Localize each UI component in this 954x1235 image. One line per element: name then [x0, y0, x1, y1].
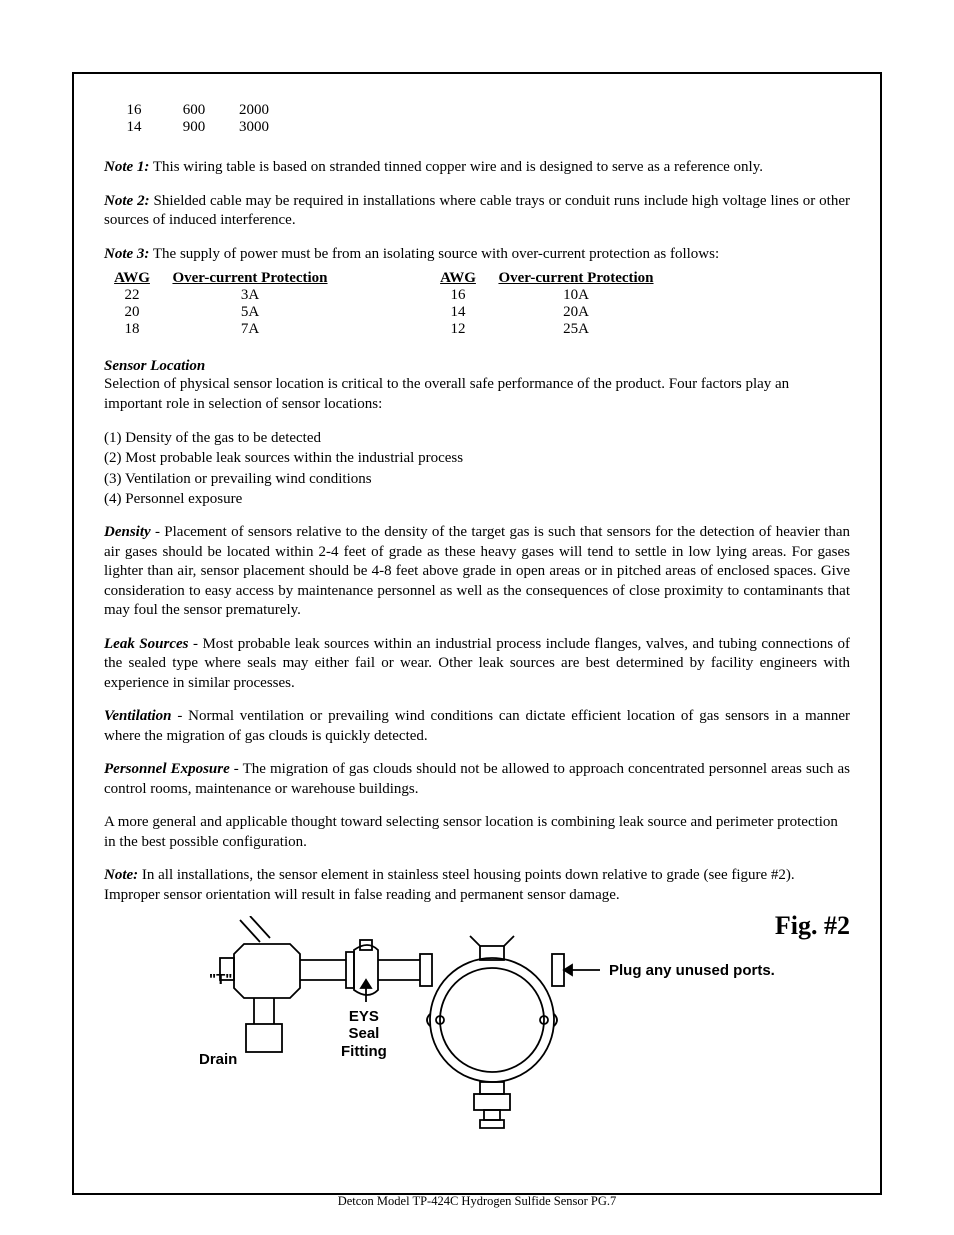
table-row: 1610A	[430, 287, 666, 304]
sensor-location-heading: Sensor Location	[104, 358, 850, 375]
prot-cell: 3A	[160, 287, 340, 304]
note-1-text: This wiring table is based on stranded t…	[149, 159, 763, 175]
page-footer: Detcon Model TP-424C Hydrogen Sulfide Se…	[0, 1194, 954, 1209]
table-row: 205A	[104, 304, 340, 321]
note-2-label: Note 2:	[104, 193, 150, 209]
ocp-head-prot: Over-current Protection	[160, 270, 340, 287]
cell-v2: 2000	[224, 102, 284, 119]
leak-text: - Most probable leak sources within an i…	[104, 636, 850, 691]
awg-cell: 14	[430, 304, 486, 321]
density-para: Density - Placement of sensors relative …	[104, 523, 850, 621]
ocp-header: AWG Over-current Protection	[430, 270, 666, 287]
general-para: A more general and applicable thought to…	[104, 813, 850, 852]
factor-list: (1) Density of the gas to be detected (2…	[104, 428, 850, 509]
cell-awg: 16	[104, 102, 164, 119]
ocp-head-awg: AWG	[104, 270, 160, 287]
final-note-label: Note:	[104, 867, 138, 883]
table-row: 223A	[104, 287, 340, 304]
awg-cell: 12	[430, 321, 486, 338]
sensor-location-intro: Selection of physical sensor location is…	[104, 375, 850, 414]
density-label: Density	[104, 524, 151, 540]
list-item: (4) Personnel exposure	[104, 489, 850, 509]
note-2-text: Shielded cable may be required in instal…	[104, 193, 850, 229]
pers-label: Personnel Exposure	[104, 761, 230, 777]
final-note: Note: In all installations, the sensor e…	[104, 866, 850, 905]
cell-awg: 14	[104, 119, 164, 136]
prot-cell: 10A	[486, 287, 666, 304]
table-row: 14 900 3000	[104, 119, 850, 136]
density-text: - Placement of sensors relative to the d…	[104, 524, 850, 618]
cell-v1: 600	[164, 102, 224, 119]
leak-label: Leak Sources	[104, 636, 188, 652]
table-row: 1225A	[430, 321, 666, 338]
note-3-label: Note 3:	[104, 246, 149, 262]
ocp-left: AWG Over-current Protection 223A 205A 18…	[104, 270, 340, 338]
wire-mini-table: 16 600 2000 14 900 3000	[104, 102, 850, 136]
prot-cell: 25A	[486, 321, 666, 338]
figure-title: Fig. #2	[775, 911, 850, 941]
vent-text: - Normal ventilation or prevailing wind …	[104, 708, 850, 744]
awg-cell: 16	[430, 287, 486, 304]
table-row: 1420A	[430, 304, 666, 321]
ocp-tables: AWG Over-current Protection 223A 205A 18…	[104, 270, 850, 338]
figure-2: Fig. #2	[104, 911, 850, 1151]
t-label: "T"	[209, 971, 232, 988]
list-item: (2) Most probable leak sources within th…	[104, 448, 850, 468]
awg-cell: 22	[104, 287, 160, 304]
note-1-label: Note 1:	[104, 159, 149, 175]
plug-label: Plug any unused ports.	[609, 962, 775, 979]
note-3: Note 3: The supply of power must be from…	[104, 245, 850, 265]
drain-label: Drain	[199, 1051, 237, 1068]
eys-l2: Seal	[341, 1025, 387, 1042]
note-3-text: The supply of power must be from an isol…	[149, 246, 719, 262]
eys-l1: EYS	[341, 1008, 387, 1025]
note-2: Note 2: Shielded cable may be required i…	[104, 192, 850, 231]
awg-cell: 18	[104, 321, 160, 338]
cell-v1: 900	[164, 119, 224, 136]
awg-cell: 20	[104, 304, 160, 321]
prot-cell: 7A	[160, 321, 340, 338]
final-note-text: In all installations, the sensor element…	[104, 867, 795, 903]
ocp-right: AWG Over-current Protection 1610A 1420A …	[430, 270, 666, 338]
vent-label: Ventilation	[104, 708, 172, 724]
prot-cell: 5A	[160, 304, 340, 321]
cell-v2: 3000	[224, 119, 284, 136]
prot-cell: 20A	[486, 304, 666, 321]
page-border: 16 600 2000 14 900 3000 Note 1: This wir…	[72, 72, 882, 1195]
table-row: 187A	[104, 321, 340, 338]
personnel-para: Personnel Exposure - The migration of ga…	[104, 760, 850, 799]
ocp-head-prot: Over-current Protection	[486, 270, 666, 287]
table-row: 16 600 2000	[104, 102, 850, 119]
eys-l3: Fitting	[341, 1043, 387, 1060]
leak-para: Leak Sources - Most probable leak source…	[104, 635, 850, 694]
figure-diagram	[174, 916, 634, 1146]
eys-label: EYS Seal Fitting	[341, 1008, 387, 1060]
ventilation-para: Ventilation - Normal ventilation or prev…	[104, 707, 850, 746]
list-item: (1) Density of the gas to be detected	[104, 428, 850, 448]
note-1: Note 1: This wiring table is based on st…	[104, 158, 850, 178]
ocp-header: AWG Over-current Protection	[104, 270, 340, 287]
ocp-head-awg: AWG	[430, 270, 486, 287]
list-item: (3) Ventilation or prevailing wind condi…	[104, 469, 850, 489]
